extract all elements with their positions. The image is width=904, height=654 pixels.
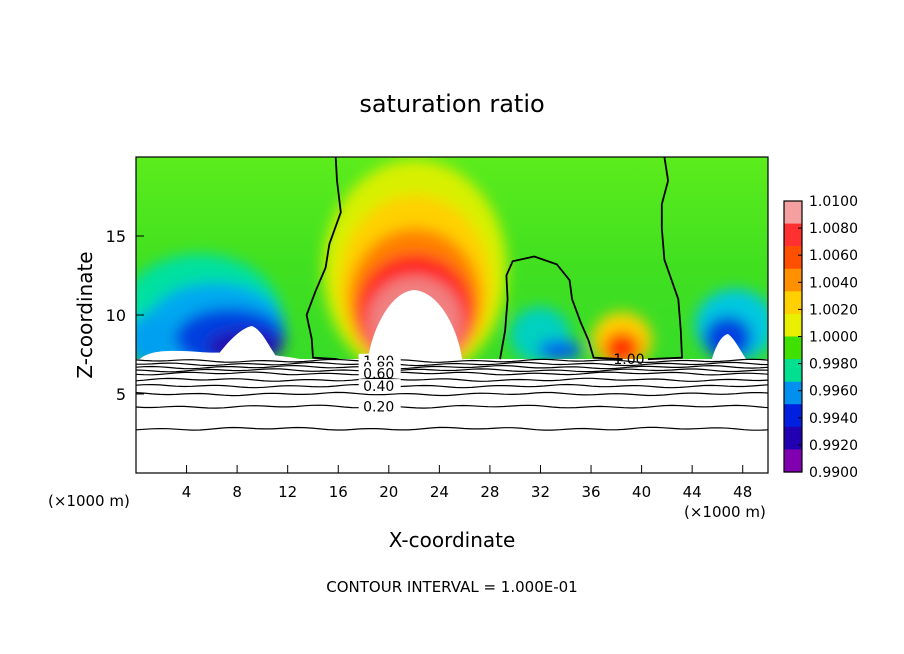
- saturation-contour-3: [647, 157, 683, 361]
- colorbar-segment: [784, 313, 802, 338]
- x-axis: 4 8 12 16 20 24 28 32 36 40 44 48: [182, 465, 752, 501]
- colorbar-tick-label: 0.9920: [809, 438, 858, 454]
- y-tick-label: 10: [106, 306, 126, 325]
- contour-line-0.60: [136, 371, 768, 376]
- chart-title: saturation ratio: [359, 90, 544, 118]
- contour-line-0.40: [136, 383, 768, 389]
- colorbar-segment: [784, 201, 802, 225]
- colorbar-segment: [784, 449, 802, 473]
- x-tick-label: 36: [581, 483, 600, 501]
- colorbar-tick-label: 1.0040: [809, 275, 858, 291]
- colorbar-segment: [784, 223, 802, 247]
- colorbar-segment: [784, 359, 802, 383]
- y-tick-label: 15: [106, 227, 126, 246]
- colorbar-segment: [784, 268, 802, 292]
- contour-label-bg: [358, 366, 401, 381]
- colorbar-tick-label: 0.9940: [809, 411, 858, 427]
- saturation-contour-2: [499, 255, 623, 361]
- colorbar: 1.0100 1.0080 1.0060 1.0040 1.0020 1.0000 0.99…: [783, 194, 858, 481]
- colorbar-tick-label: 0.9980: [809, 357, 858, 373]
- x-tick-label: 24: [430, 483, 449, 501]
- colorbar-tick-label: 1.0000: [809, 330, 858, 346]
- saturation-contour-label: 1.00: [613, 352, 644, 368]
- colorbar-segment: [784, 246, 802, 270]
- contour-line-1.00: [136, 358, 768, 364]
- colorbar-tick-label: 1.0060: [809, 248, 858, 264]
- colorbar-segment: [784, 426, 802, 451]
- colorbar-tick-label: 1.0100: [809, 194, 858, 210]
- contour-label: 0.40: [363, 379, 394, 395]
- colorbar-segment: [784, 404, 802, 428]
- contour-line-0.70: [136, 368, 768, 373]
- contour-label: 0.20: [363, 400, 394, 416]
- colorbar-tick-label: 0.9900: [809, 465, 858, 481]
- colorbar-segment: [784, 336, 802, 360]
- contour-label-bg: [358, 379, 401, 394]
- colorbar-tick-label: 1.0020: [809, 302, 858, 318]
- x-tick-label: 32: [531, 483, 550, 501]
- x-tick-label: 16: [329, 483, 348, 501]
- colorbar-segment: [784, 291, 802, 315]
- contour-line-0.10: [136, 426, 768, 431]
- contour-lines: 1.000.800.600.400.201.00: [136, 157, 768, 431]
- x-tick-label: 44: [683, 483, 702, 501]
- x-tick-label: 20: [379, 483, 398, 501]
- y-axis-label: Z-coordinate: [73, 251, 97, 378]
- y-tick-label: 5: [116, 385, 126, 404]
- contour-line-0.80: [136, 364, 768, 370]
- saturation-field: [136, 157, 768, 359]
- x-unit-left: (×1000 m): [48, 492, 130, 510]
- contour-label-bg: [358, 399, 401, 414]
- colorbar-tick-label: 1.0080: [809, 221, 858, 237]
- x-tick-label: 40: [632, 483, 651, 501]
- contour-line-0.90: [136, 361, 768, 367]
- x-tick-label: 12: [278, 483, 297, 501]
- x-unit-right: (×1000 m): [684, 503, 766, 521]
- contour-line-0.30: [136, 391, 768, 397]
- saturation-contour-1: [305, 157, 342, 361]
- x-tick-label: 48: [733, 483, 752, 501]
- contour-interval-note: CONTOUR INTERVAL = 1.000E-01: [326, 578, 577, 596]
- x-axis-label: X-coordinate: [389, 528, 516, 552]
- colorbar-tick-label: 0.9960: [809, 384, 858, 400]
- x-tick-label: 28: [480, 483, 499, 501]
- x-tick-label: 4: [182, 483, 192, 501]
- x-tick-label: 8: [232, 483, 242, 501]
- y-axis: 5 10 15: [106, 227, 144, 404]
- colorbar-segment: [784, 381, 802, 405]
- contour-line-0.50: [136, 377, 768, 382]
- plot-area: 1.000.800.600.400.201.00: [135, 156, 769, 474]
- contour-line-0.20: [136, 404, 768, 409]
